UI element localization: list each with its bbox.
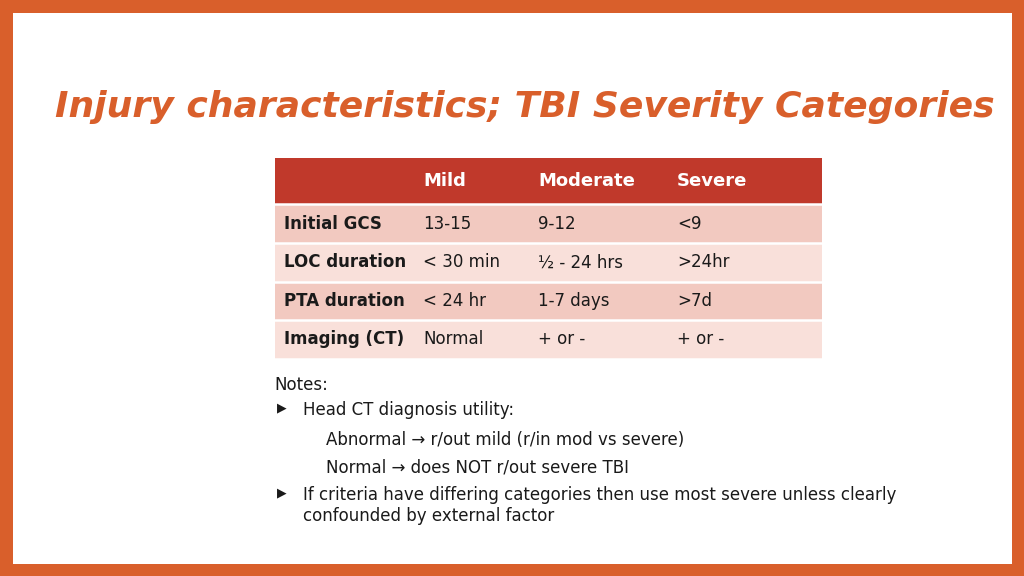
Text: Notes:: Notes: xyxy=(274,376,329,393)
Text: Moderate: Moderate xyxy=(539,172,635,190)
Text: Severe: Severe xyxy=(677,172,748,190)
Text: Initial GCS: Initial GCS xyxy=(285,215,382,233)
Text: >7d: >7d xyxy=(677,292,712,310)
Text: <9: <9 xyxy=(677,215,701,233)
Text: Imaging (CT): Imaging (CT) xyxy=(285,331,404,348)
Text: 9-12: 9-12 xyxy=(539,215,575,233)
Text: < 24 hr: < 24 hr xyxy=(423,292,486,310)
Text: 1-7 days: 1-7 days xyxy=(539,292,609,310)
Bar xyxy=(274,243,822,282)
Text: ▶: ▶ xyxy=(278,487,287,499)
Text: Head CT diagnosis utility:: Head CT diagnosis utility: xyxy=(303,401,514,419)
Text: >24hr: >24hr xyxy=(677,253,730,271)
Text: Normal → does NOT r/out severe TBI: Normal → does NOT r/out severe TBI xyxy=(327,459,630,477)
Text: Normal: Normal xyxy=(423,331,483,348)
Text: Abnormal → r/out mild (r/in mod vs severe): Abnormal → r/out mild (r/in mod vs sever… xyxy=(327,431,685,449)
Bar xyxy=(274,282,822,320)
Text: 13-15: 13-15 xyxy=(423,215,471,233)
Text: PTA duration: PTA duration xyxy=(285,292,406,310)
Text: < 30 min: < 30 min xyxy=(423,253,500,271)
Text: ½ - 24 hrs: ½ - 24 hrs xyxy=(539,253,624,271)
Text: ▶: ▶ xyxy=(278,401,287,414)
Text: Mild: Mild xyxy=(423,172,466,190)
Bar xyxy=(274,158,822,204)
Bar xyxy=(274,204,822,243)
Bar xyxy=(274,320,822,359)
Text: If criteria have differing categories then use most severe unless clearly
confou: If criteria have differing categories th… xyxy=(303,487,897,525)
Text: Injury characteristics; TBI Severity Categories: Injury characteristics; TBI Severity Cat… xyxy=(55,90,994,124)
Text: + or -: + or - xyxy=(677,331,724,348)
Text: LOC duration: LOC duration xyxy=(285,253,407,271)
Text: + or -: + or - xyxy=(539,331,586,348)
